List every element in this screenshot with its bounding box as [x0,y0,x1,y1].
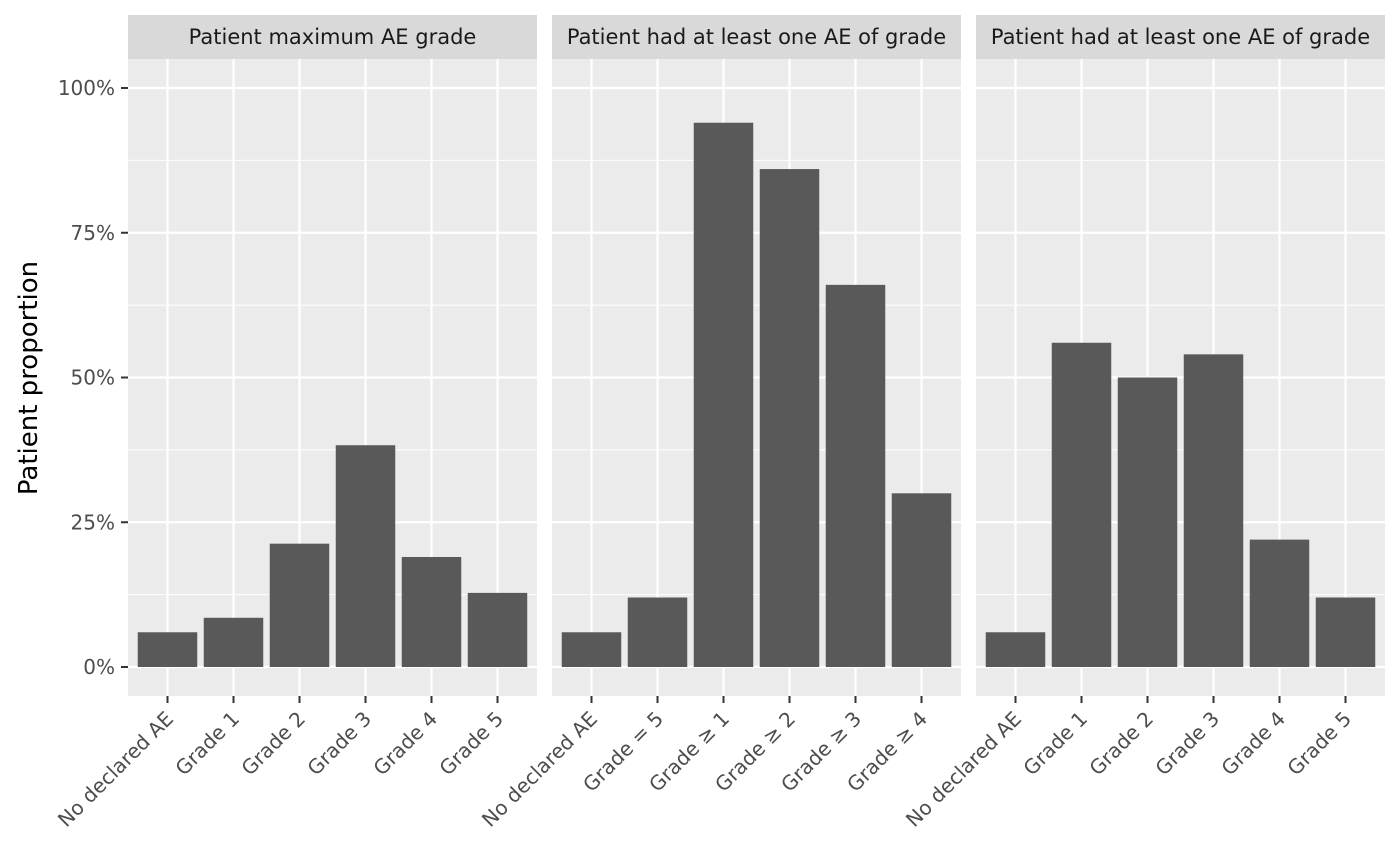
y-axis: 0% 25% 50% 75% 100% [58,76,128,679]
facet-title: Patient maximum AE grade [189,25,477,49]
facet-strip [976,15,1385,59]
bar [891,493,952,667]
x-tick-label: Grade 3 [302,707,376,781]
x-tick-label: Grade 1 [170,707,244,781]
y-tick-label: 75% [71,221,115,245]
facet-title: Patient had at least one AE of grade [567,25,946,49]
y-axis-title-group: Patient proportion [14,261,44,495]
x-tick-label: Grade 2 [1084,707,1158,781]
bar [1183,354,1244,667]
facet-title: Patient had at least one AE of grade [991,25,1370,49]
bar [985,632,1046,667]
facet-strip [128,15,537,59]
bar [1249,539,1310,667]
x-tick-label: Grade 2 [236,707,310,781]
facet-strip [552,15,961,59]
x-tick-label: Grade 1 [1018,707,1092,781]
bar [269,543,330,667]
bar [1315,597,1376,667]
bar [627,597,688,667]
bar [825,284,886,667]
bar [1117,377,1178,667]
y-tick-label: 0% [83,655,115,679]
y-tick-label: 25% [71,510,115,534]
y-tick-label: 100% [58,76,115,100]
bar [335,445,396,667]
x-tick-label: Grade 5 [1282,707,1356,781]
bar [1051,342,1112,667]
bar [401,556,462,667]
y-axis-title: Patient proportion [14,261,44,495]
bar [561,632,622,667]
y-tick-label: 50% [71,366,115,390]
x-tick-label: Grade 4 [368,707,442,781]
x-tick-label: Grade 3 [1150,707,1224,781]
bar [759,169,820,667]
bar [693,122,754,668]
bar [467,592,528,667]
bar [137,632,198,667]
x-tick-label: Grade 5 [434,707,508,781]
x-tick-label: Grade 4 [1216,707,1290,781]
x-tick-label: No declared AE [53,707,178,832]
bar [203,617,264,667]
